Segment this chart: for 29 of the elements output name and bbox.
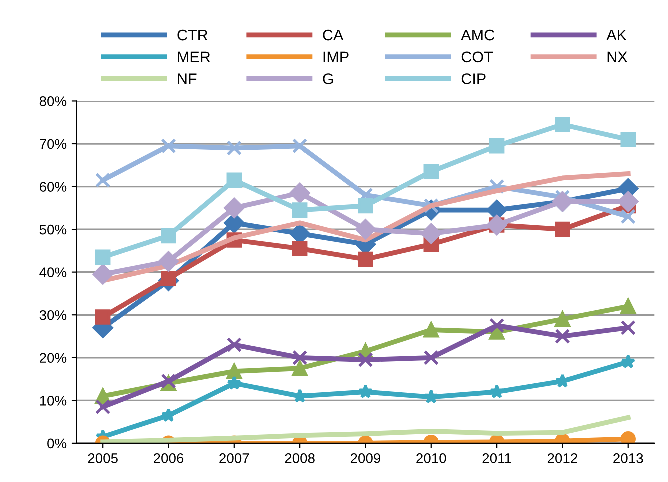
legend-label: COT [462,52,494,63]
x-tick-label: 2013 [614,454,644,464]
legend-label: G [323,74,334,84]
x-tick-label: 2007 [220,454,250,464]
legend-label: AK [606,30,627,41]
x-tick-label: 2005 [88,454,118,464]
legend-label: MER [178,52,210,62]
y-tick-label: 30% [40,310,67,320]
legend-label: NX [608,52,628,62]
y-tick-label: 70% [40,139,67,150]
y-tick-label: 50% [40,224,67,235]
y-tick-label: 20% [40,353,67,364]
y-tick-label: 80% [40,96,67,106]
y-tick-label: 40% [40,268,67,278]
x-tick-label: 2012 [548,454,578,464]
x-tick-label: 2008 [285,454,315,464]
y-tick-label: 0% [48,438,67,449]
legend-label: NF [178,74,197,84]
legend-label: CIP [462,74,486,84]
y-tick-label: 10% [40,396,67,406]
x-tick-label: 2011 [482,454,512,464]
legend-label: IMP [324,52,349,62]
legend-label: AMC [461,30,494,41]
x-tick-label: 2006 [154,454,184,464]
y-tick-label: 60% [40,182,67,192]
x-tick-label: 2010 [416,454,446,464]
legend-label: CA [323,30,344,41]
legend-label: CTR [178,30,208,41]
x-tick-label: 2009 [350,454,381,464]
